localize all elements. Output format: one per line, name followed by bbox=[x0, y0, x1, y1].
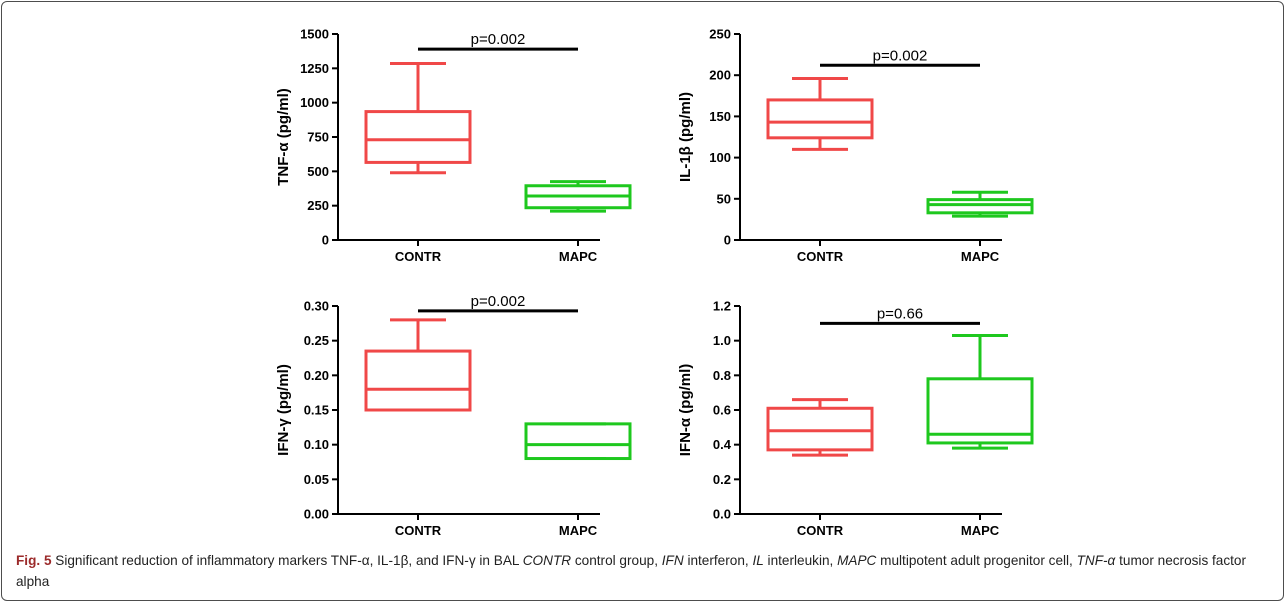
x-tick-label: MAPC bbox=[961, 523, 1000, 538]
y-tick-label: 0.10 bbox=[304, 437, 329, 452]
y-tick-label: 1000 bbox=[300, 95, 329, 110]
x-tick-label: CONTR bbox=[797, 523, 844, 538]
y-tick-label: 0.2 bbox=[713, 472, 731, 487]
y-tick-label: 100 bbox=[709, 150, 731, 165]
y-axis-label: IFN-γ (pg/ml) bbox=[275, 364, 292, 456]
y-tick-label: 1500 bbox=[300, 27, 329, 42]
y-tick-label: 0.0 bbox=[713, 507, 731, 522]
interquartile-box bbox=[364, 349, 472, 412]
figure-caption: Fig. 5 Significant reduction of inflamma… bbox=[16, 550, 1266, 592]
interquartile-box bbox=[926, 377, 1034, 445]
y-tick-label: 50 bbox=[717, 191, 731, 206]
interquartile-box bbox=[766, 406, 874, 452]
x-tick-label: CONTR bbox=[395, 523, 442, 538]
p-value-label: p=0.66 bbox=[877, 305, 923, 322]
x-tick-label: CONTR bbox=[395, 249, 442, 264]
caption-segment: MAPC bbox=[837, 553, 877, 568]
y-tick-label: 0.30 bbox=[304, 299, 329, 314]
caption-segment: TNF-α bbox=[1076, 553, 1116, 568]
figure-number: Fig. 5 bbox=[16, 553, 52, 568]
y-tick-label: 750 bbox=[307, 130, 329, 145]
y-tick-label: 0.4 bbox=[713, 437, 732, 452]
y-tick-label: 0 bbox=[322, 233, 329, 248]
y-tick-label: 0.00 bbox=[304, 507, 329, 522]
caption-segment: control group, bbox=[571, 553, 662, 568]
caption-segment: CONTR bbox=[522, 553, 572, 568]
caption-segment: tumor necrosis factor alpha bbox=[16, 553, 1247, 589]
caption-text: Significant reduction of inflammatory ma… bbox=[16, 553, 1246, 589]
x-tick-label: CONTR bbox=[797, 249, 844, 264]
caption-segment: IL bbox=[752, 553, 764, 568]
p-value-label: p=0.002 bbox=[471, 293, 526, 310]
y-tick-label: 1250 bbox=[300, 61, 329, 76]
y-tick-label: 250 bbox=[709, 27, 731, 42]
y-tick-label: 150 bbox=[709, 109, 731, 124]
interquartile-box bbox=[926, 198, 1034, 215]
y-tick-label: 1.2 bbox=[713, 299, 731, 314]
y-tick-label: 1.0 bbox=[713, 333, 731, 348]
y-axis-label: TNF-α (pg/ml) bbox=[275, 88, 292, 186]
y-axis-label: IFN-α (pg/ml) bbox=[677, 364, 694, 457]
y-tick-label: 0.20 bbox=[304, 368, 329, 383]
y-tick-label: 500 bbox=[307, 164, 329, 179]
interquartile-box bbox=[524, 422, 632, 461]
y-tick-label: 200 bbox=[709, 68, 731, 83]
x-tick-label: MAPC bbox=[961, 249, 1000, 264]
y-tick-label: 0 bbox=[724, 233, 731, 248]
y-axis-label: IL-1β (pg/ml) bbox=[677, 92, 694, 182]
caption-segment: interleukin, bbox=[763, 553, 838, 568]
x-tick-label: MAPC bbox=[559, 249, 598, 264]
y-tick-label: 0.6 bbox=[713, 403, 731, 418]
y-tick-label: 0.05 bbox=[304, 472, 329, 487]
y-tick-label: 250 bbox=[307, 198, 329, 213]
p-value-label: p=0.002 bbox=[471, 31, 526, 48]
y-tick-label: 0.8 bbox=[713, 368, 731, 383]
caption-segment: IFN bbox=[661, 553, 684, 568]
caption-segment: multipotent adult progenitor cell, bbox=[876, 553, 1077, 568]
y-tick-label: 0.15 bbox=[304, 403, 329, 418]
interquartile-box bbox=[766, 98, 874, 140]
interquartile-box bbox=[364, 110, 472, 164]
caption-segment: interferon, bbox=[683, 553, 753, 568]
p-value-label: p=0.002 bbox=[873, 47, 928, 64]
y-tick-label: 0.25 bbox=[304, 333, 329, 348]
x-tick-label: MAPC bbox=[559, 523, 598, 538]
caption-segment: Significant reduction of inflammatory ma… bbox=[51, 553, 523, 568]
